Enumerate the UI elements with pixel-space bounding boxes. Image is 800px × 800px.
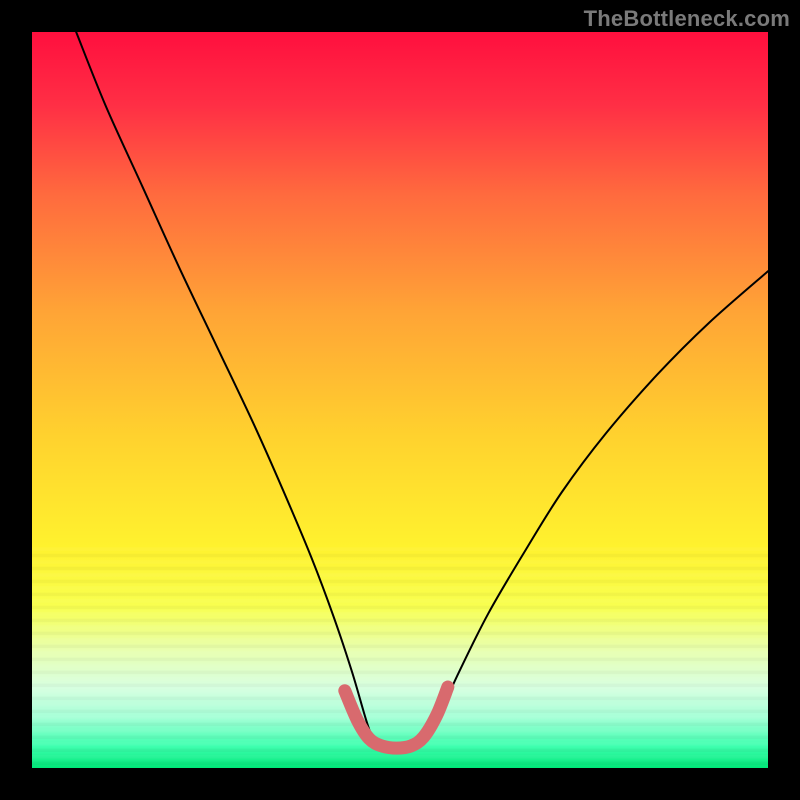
band-stripe (32, 664, 768, 668)
band-stripe (32, 593, 768, 597)
chart-svg (0, 0, 800, 800)
band-stripe (32, 547, 768, 551)
band-stripe (32, 710, 768, 714)
band-stripe (32, 567, 768, 571)
band-stripe (32, 762, 768, 766)
band-stripe (32, 612, 768, 616)
band-stripe (32, 638, 768, 642)
band-stripe (32, 580, 768, 584)
band-stripe (32, 723, 768, 727)
band-stripe (32, 658, 768, 662)
band-stripe (32, 645, 768, 649)
band-stripe (32, 677, 768, 681)
band-stripe (32, 684, 768, 688)
band-stripe (32, 625, 768, 629)
band-stripe (32, 671, 768, 675)
band-stripe (32, 573, 768, 577)
band-stripe (32, 632, 768, 636)
band-stripe (32, 606, 768, 610)
band-stripe (32, 697, 768, 701)
band-stripe (32, 690, 768, 694)
band-stripe (32, 703, 768, 707)
band-stripe (32, 554, 768, 558)
band-stripe (32, 560, 768, 564)
band-stripe (32, 716, 768, 720)
band-stripe (32, 619, 768, 623)
band-stripe (32, 651, 768, 655)
band-stripe (32, 755, 768, 759)
plot-area (32, 32, 768, 768)
bottleneck-chart: TheBottleneck.com (0, 0, 800, 800)
band-stripe (32, 729, 768, 733)
band-stripe (32, 586, 768, 590)
band-stripe (32, 599, 768, 603)
band-stripe (32, 736, 768, 740)
